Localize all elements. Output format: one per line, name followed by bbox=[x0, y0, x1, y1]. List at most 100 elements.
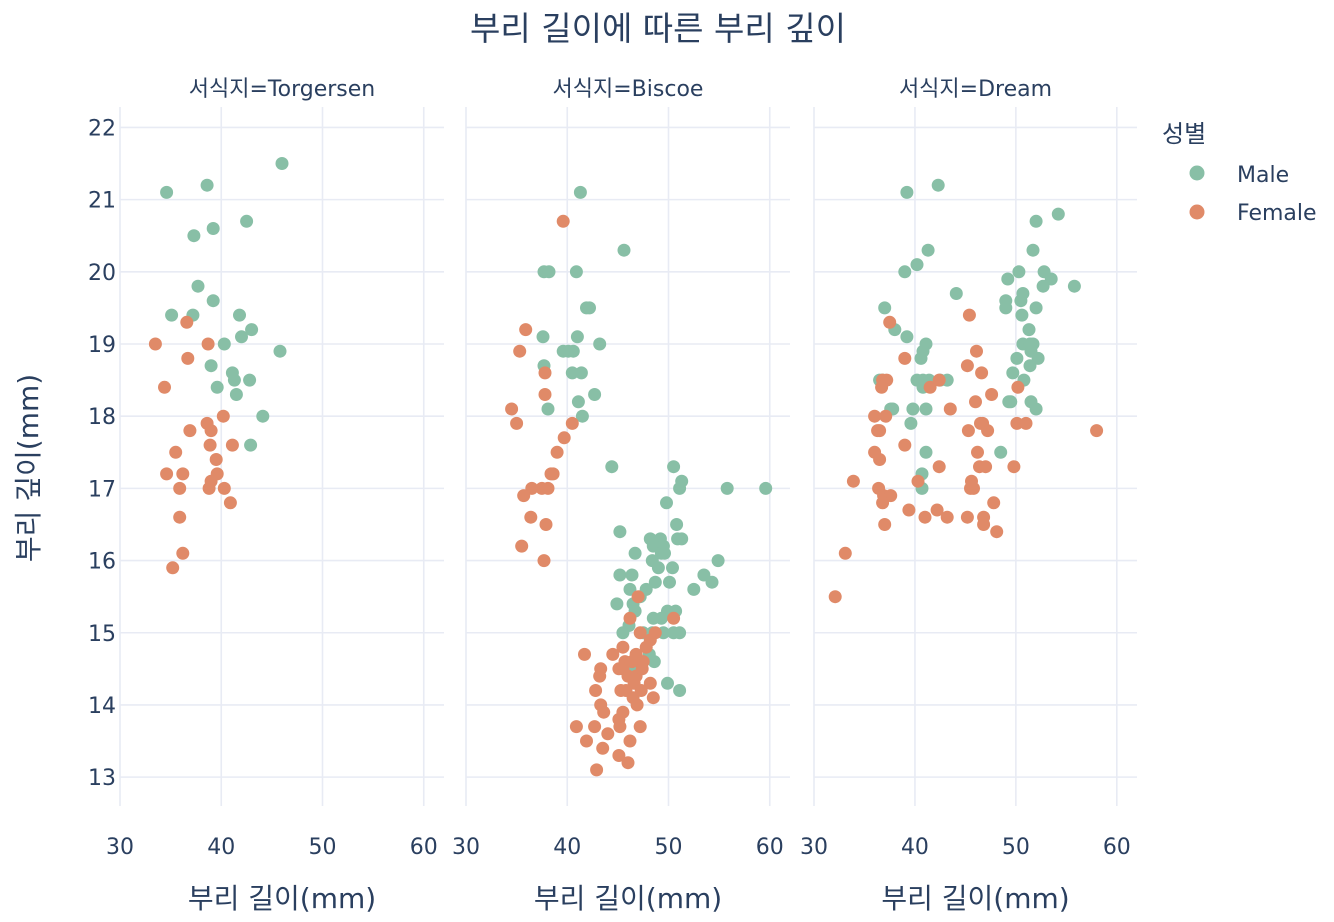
data-point-female[interactable] bbox=[539, 518, 553, 531]
data-point-male[interactable] bbox=[1023, 359, 1037, 373]
data-point-male[interactable] bbox=[711, 554, 725, 568]
data-point-female[interactable] bbox=[169, 445, 183, 459]
data-point-female[interactable] bbox=[873, 424, 887, 438]
data-point-female[interactable] bbox=[964, 481, 977, 495]
data-point-female[interactable] bbox=[838, 546, 852, 560]
data-point-male[interactable] bbox=[571, 395, 585, 409]
data-point-female[interactable] bbox=[902, 503, 916, 517]
data-point-female[interactable] bbox=[535, 481, 549, 495]
data-point-female[interactable] bbox=[588, 720, 602, 734]
data-point-male[interactable] bbox=[900, 330, 914, 344]
data-point-female[interactable] bbox=[176, 467, 190, 481]
data-point-male[interactable] bbox=[705, 575, 719, 589]
data-point-female[interactable] bbox=[883, 315, 897, 329]
data-point-male[interactable] bbox=[613, 568, 627, 582]
data-point-female[interactable] bbox=[918, 510, 932, 524]
data-point-female[interactable] bbox=[569, 720, 583, 734]
data-point-female[interactable] bbox=[556, 214, 570, 228]
data-point-female[interactable] bbox=[158, 380, 171, 394]
data-point-female[interactable] bbox=[537, 554, 551, 568]
data-point-female[interactable] bbox=[1090, 424, 1104, 438]
data-point-female[interactable] bbox=[204, 424, 218, 438]
data-point-female[interactable] bbox=[173, 481, 187, 495]
data-point-female[interactable] bbox=[911, 474, 925, 488]
data-point-male[interactable] bbox=[206, 294, 220, 308]
data-point-female[interactable] bbox=[990, 525, 1004, 539]
data-point-male[interactable] bbox=[541, 402, 555, 416]
data-point-male[interactable] bbox=[1022, 323, 1036, 337]
data-point-male[interactable] bbox=[663, 575, 676, 589]
data-point-male[interactable] bbox=[647, 655, 661, 669]
data-point-male[interactable] bbox=[227, 373, 241, 387]
data-point-male[interactable] bbox=[233, 308, 246, 322]
data-point-female[interactable] bbox=[616, 640, 630, 654]
data-point-male[interactable] bbox=[210, 380, 224, 394]
data-point-female[interactable] bbox=[846, 474, 860, 488]
data-point-male[interactable] bbox=[628, 546, 642, 560]
data-point-male[interactable] bbox=[670, 518, 684, 531]
data-point-female[interactable] bbox=[601, 727, 615, 741]
data-point-female[interactable] bbox=[173, 510, 187, 524]
data-point-male[interactable] bbox=[200, 178, 214, 192]
data-point-male[interactable] bbox=[651, 561, 665, 575]
data-point-female[interactable] bbox=[868, 445, 882, 459]
data-point-male[interactable] bbox=[673, 684, 687, 697]
data-point-female[interactable] bbox=[524, 510, 538, 524]
data-point-female[interactable] bbox=[180, 315, 194, 329]
data-point-male[interactable] bbox=[574, 366, 588, 380]
data-point-female[interactable] bbox=[557, 431, 571, 445]
data-point-male[interactable] bbox=[675, 532, 689, 546]
data-point-male[interactable] bbox=[583, 301, 596, 315]
data-point-male[interactable] bbox=[1001, 272, 1015, 286]
data-point-female[interactable] bbox=[202, 481, 216, 495]
data-point-female[interactable] bbox=[223, 496, 237, 510]
data-point-male[interactable] bbox=[565, 366, 579, 380]
data-point-female[interactable] bbox=[979, 460, 993, 474]
data-point-male[interactable] bbox=[625, 568, 639, 582]
data-point-male[interactable] bbox=[235, 330, 248, 344]
data-point-male[interactable] bbox=[661, 676, 674, 690]
data-point-female[interactable] bbox=[505, 402, 519, 416]
data-point-male[interactable] bbox=[1002, 395, 1016, 409]
data-point-male[interactable] bbox=[658, 546, 671, 560]
data-point-male[interactable] bbox=[617, 243, 631, 257]
data-point-male[interactable] bbox=[1024, 395, 1038, 409]
data-point-female[interactable] bbox=[961, 424, 975, 438]
data-point-female[interactable] bbox=[667, 611, 681, 625]
data-point-male[interactable] bbox=[1036, 279, 1050, 293]
data-point-male[interactable] bbox=[919, 402, 933, 416]
data-point-female[interactable] bbox=[510, 416, 524, 430]
data-point-female[interactable] bbox=[960, 359, 974, 373]
data-point-female[interactable] bbox=[593, 669, 607, 683]
data-point-male[interactable] bbox=[667, 460, 681, 474]
data-point-female[interactable] bbox=[578, 647, 591, 661]
data-point-male[interactable] bbox=[666, 561, 679, 575]
data-point-male[interactable] bbox=[1015, 308, 1029, 322]
data-point-female[interactable] bbox=[623, 734, 637, 748]
data-point-female[interactable] bbox=[148, 337, 162, 351]
data-point-female[interactable] bbox=[985, 388, 999, 401]
data-point-female[interactable] bbox=[635, 662, 649, 676]
data-point-male[interactable] bbox=[536, 330, 550, 344]
data-point-female[interactable] bbox=[203, 438, 217, 452]
data-point-female[interactable] bbox=[1019, 416, 1033, 430]
data-point-male[interactable] bbox=[605, 460, 619, 474]
data-point-male[interactable] bbox=[910, 258, 924, 272]
data-point-female[interactable] bbox=[987, 496, 1001, 510]
data-point-male[interactable] bbox=[900, 185, 914, 199]
data-point-female[interactable] bbox=[612, 749, 626, 762]
legend-item-male[interactable]: Male bbox=[1189, 163, 1290, 188]
data-point-male[interactable] bbox=[898, 265, 912, 279]
data-point-female[interactable] bbox=[209, 453, 223, 466]
data-point-female[interactable] bbox=[538, 388, 552, 401]
data-point-female[interactable] bbox=[976, 416, 990, 430]
data-point-male[interactable] bbox=[217, 337, 231, 351]
data-point-female[interactable] bbox=[630, 698, 644, 712]
data-point-male[interactable] bbox=[206, 222, 220, 235]
data-point-female[interactable] bbox=[183, 424, 197, 438]
data-point-female[interactable] bbox=[962, 308, 976, 322]
data-point-female[interactable] bbox=[216, 409, 230, 423]
data-point-male[interactable] bbox=[1029, 214, 1043, 228]
data-point-male[interactable] bbox=[914, 351, 928, 365]
data-point-female[interactable] bbox=[590, 763, 604, 777]
